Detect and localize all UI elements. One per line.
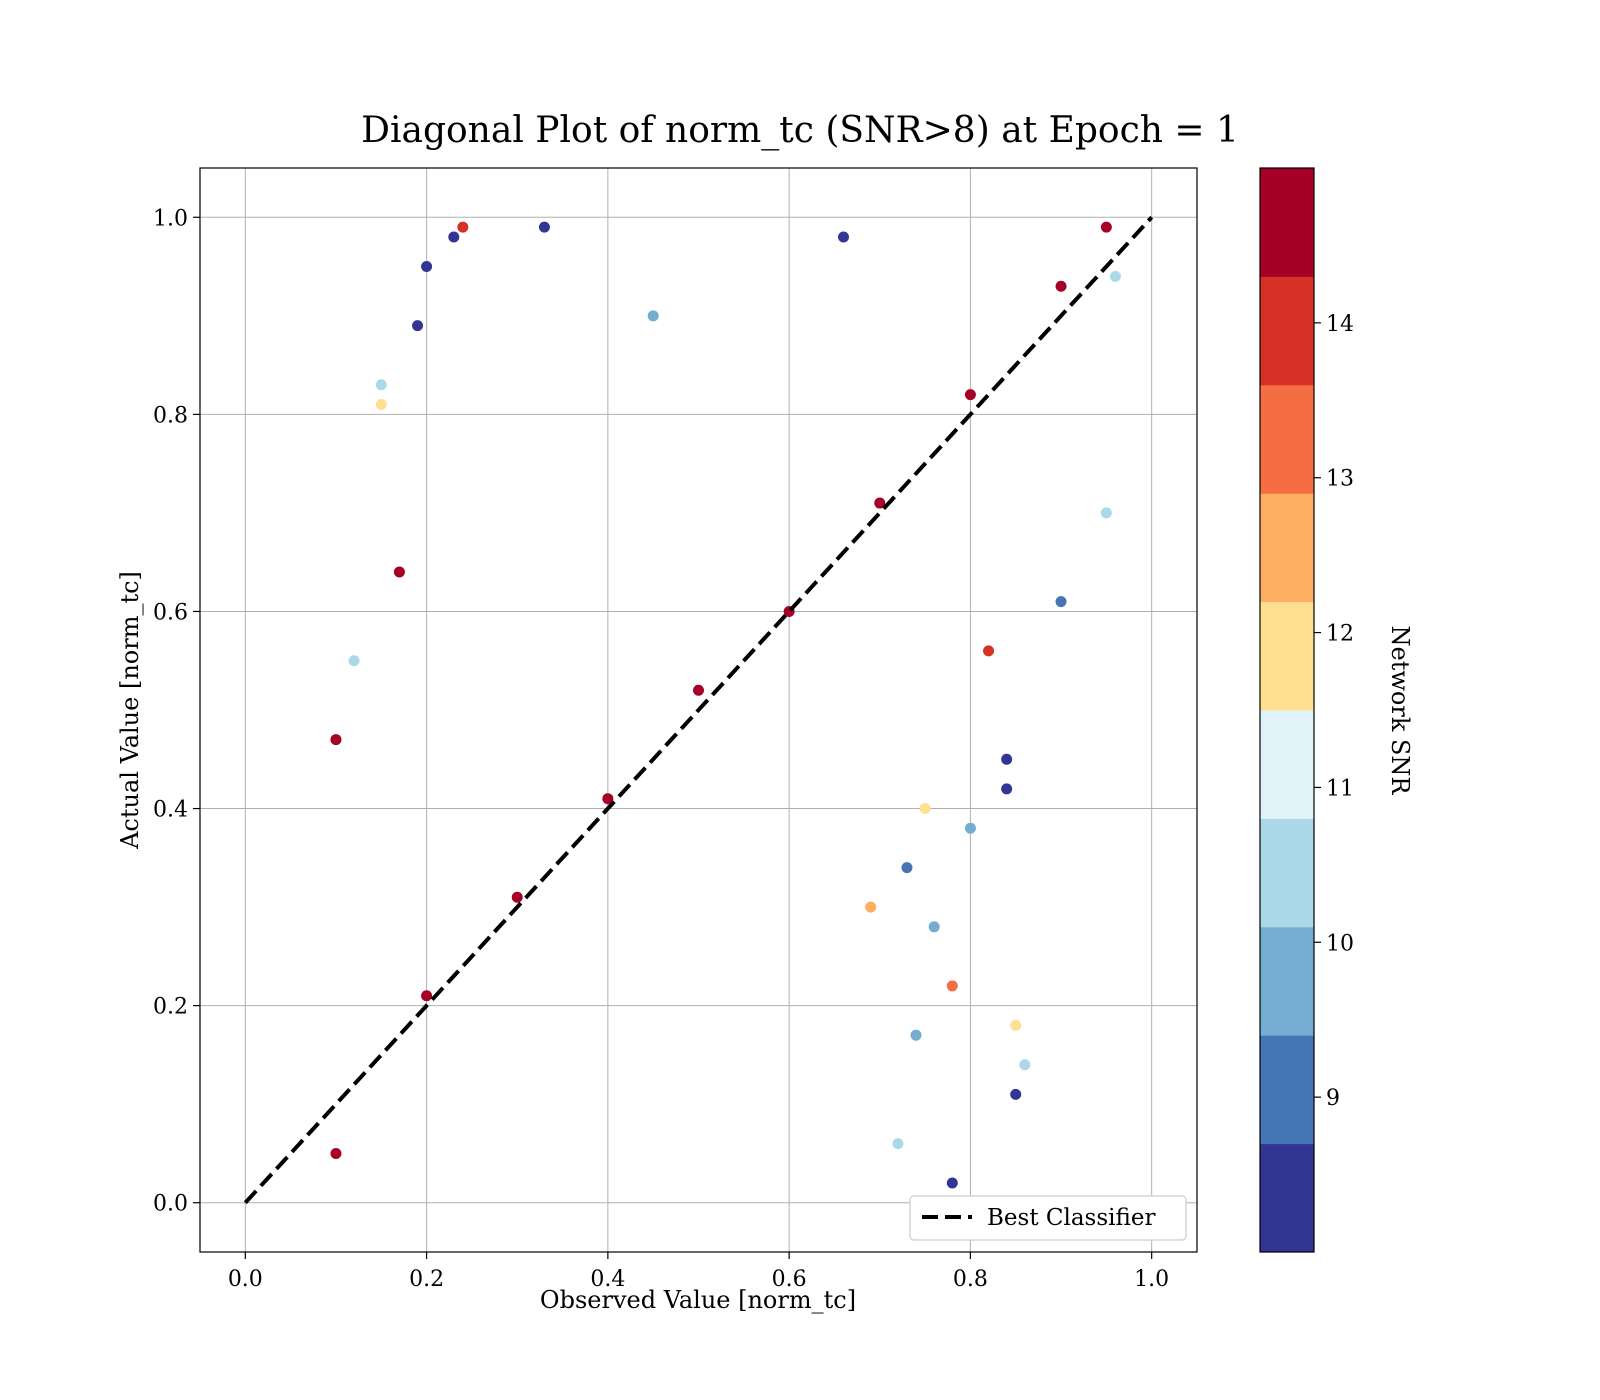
y-tick-label: 0.2 bbox=[153, 995, 188, 1020]
scatter-point bbox=[330, 1147, 342, 1159]
scatter-point bbox=[919, 803, 931, 815]
colorbar-tick-label: 14 bbox=[1326, 312, 1354, 337]
plot-area: 0.0 0.2 0.4 0.6 0.8 1.0 0.0 0.2 0.4 0.6 0.8 1.0 bbox=[153, 167, 1198, 1292]
x-tick-label: 0.2 bbox=[409, 1267, 444, 1292]
colorbar-tick-label: 13 bbox=[1326, 467, 1354, 492]
scatter-point bbox=[1100, 221, 1112, 233]
scatter-point bbox=[602, 793, 614, 805]
scatter-point bbox=[348, 655, 360, 667]
colorbar-bin bbox=[1260, 926, 1314, 1036]
scatter-point bbox=[983, 645, 995, 657]
y-tick-label: 0.6 bbox=[153, 600, 188, 625]
scatter-point bbox=[457, 221, 469, 233]
x-axis-label: Observed Value [norm_tc] bbox=[540, 1286, 856, 1314]
scatter-point bbox=[964, 389, 976, 401]
scatter-point bbox=[375, 399, 387, 411]
colorbar-bin bbox=[1260, 1035, 1314, 1145]
x-tick-label: 0.6 bbox=[772, 1267, 807, 1292]
scatter-point bbox=[928, 921, 940, 933]
scatter-point bbox=[1019, 1059, 1031, 1071]
scatter-point bbox=[330, 734, 342, 746]
x-tick-label: 1.0 bbox=[1134, 1267, 1169, 1292]
y-tick-label: 0.0 bbox=[153, 1192, 188, 1217]
scatter-point bbox=[1010, 1019, 1022, 1031]
scatter-point bbox=[1001, 783, 1013, 795]
colorbar-label: Network SNR bbox=[1386, 626, 1414, 796]
y-tick-label: 1.0 bbox=[153, 206, 188, 231]
x-tick-label: 0.0 bbox=[228, 1267, 263, 1292]
x-tick-label: 0.8 bbox=[953, 1267, 988, 1292]
chart-title: Diagonal Plot of norm_tc (SNR>8) at Epoc… bbox=[361, 110, 1239, 151]
colorbar-tick-label: 12 bbox=[1326, 622, 1354, 647]
colorbar-tick-label: 9 bbox=[1326, 1086, 1340, 1111]
scatter-point bbox=[693, 684, 704, 696]
scatter-point bbox=[421, 990, 433, 1002]
colorbar-tick-label: 11 bbox=[1326, 776, 1354, 801]
scatter-point bbox=[1001, 753, 1013, 765]
scatter-point bbox=[946, 1177, 958, 1189]
colorbar-bin bbox=[1260, 493, 1314, 603]
colorbar-bin bbox=[1260, 384, 1314, 494]
legend-entry-best-classifier: Best Classifier bbox=[987, 1205, 1155, 1231]
scatter-point bbox=[375, 379, 387, 391]
scatter-point bbox=[910, 1029, 922, 1041]
colorbar-bin bbox=[1260, 1143, 1314, 1253]
scatter-point bbox=[1055, 596, 1067, 608]
scatter-point bbox=[964, 822, 976, 834]
scatter-point bbox=[647, 310, 659, 322]
scatter-point bbox=[1100, 507, 1112, 519]
y-tick-label: 0.8 bbox=[153, 403, 188, 428]
scatter-point bbox=[865, 901, 877, 913]
colorbar-tick-label: 10 bbox=[1326, 931, 1354, 956]
y-axis-label: Actual Value [norm_tc] bbox=[116, 571, 144, 850]
grid-lines bbox=[200, 168, 1197, 1252]
best-classifier-line bbox=[243, 215, 1154, 1205]
scatter-point bbox=[892, 1138, 904, 1150]
x-axis-ticks: 0.0 0.2 0.4 0.6 0.8 1.0 bbox=[228, 1252, 1169, 1292]
colorbar-bin bbox=[1260, 276, 1314, 386]
scatter-point bbox=[421, 261, 433, 273]
legend: Best Classifier bbox=[909, 1195, 1187, 1241]
scatter-point bbox=[1055, 280, 1067, 292]
scatter-point bbox=[1010, 1088, 1022, 1100]
colorbar-bin bbox=[1260, 818, 1314, 928]
scatter-point bbox=[946, 980, 958, 992]
scatter-point bbox=[1109, 270, 1121, 282]
scatter-point bbox=[412, 320, 424, 332]
x-tick-label: 0.4 bbox=[590, 1267, 625, 1292]
scatter-point bbox=[393, 566, 405, 578]
scatter-point bbox=[448, 231, 460, 243]
colorbar-bin bbox=[1260, 601, 1314, 711]
scatter-point bbox=[538, 221, 550, 233]
scatter-point bbox=[901, 862, 913, 874]
y-axis-ticks: 0.0 0.2 0.4 0.6 0.8 1.0 bbox=[153, 206, 200, 1217]
colorbar-bin bbox=[1260, 168, 1314, 277]
colorbar: 9 10 11 12 13 14 Network SNR bbox=[1259, 167, 1414, 1253]
scatter-point bbox=[838, 231, 850, 243]
y-tick-label: 0.4 bbox=[153, 798, 188, 823]
colorbar-bin bbox=[1260, 710, 1314, 819]
scatter-points bbox=[330, 221, 1121, 1189]
scatter-point bbox=[511, 891, 523, 903]
scatter-point bbox=[874, 497, 886, 509]
